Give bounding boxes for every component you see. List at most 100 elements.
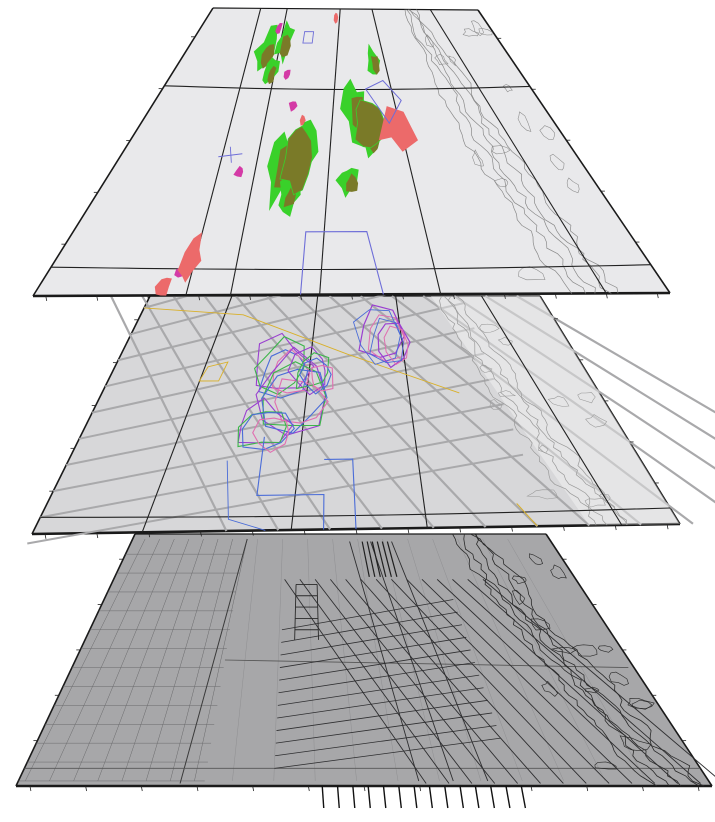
- grid-band: [141, 295, 280, 531]
- axis-tick: [511, 526, 513, 532]
- contour-loop: [608, 671, 629, 686]
- olive-feature: [354, 99, 386, 149]
- grid-line: [194, 538, 248, 782]
- axis-tick: [303, 529, 306, 535]
- contour-loop: [491, 145, 511, 155]
- field-outline: [287, 346, 326, 396]
- coastline-contour: [406, 9, 586, 294]
- traverse-line: [349, 541, 420, 782]
- hatch-mark: [381, 541, 392, 577]
- contour-loop: [566, 177, 580, 194]
- axis-tick: [252, 785, 255, 792]
- frame-right-edge: [545, 533, 713, 787]
- axis-tick: [251, 530, 254, 536]
- grid-band: [484, 295, 715, 440]
- axis-tick: [148, 532, 151, 538]
- contour-loop: [434, 53, 449, 66]
- contour-loop: [541, 680, 559, 697]
- axis-tick: [407, 528, 410, 534]
- axis-tick: [198, 295, 201, 301]
- grid-band: [266, 295, 487, 528]
- lease-outline: [364, 79, 402, 125]
- field-outline: [311, 364, 334, 392]
- axis-tick: [530, 785, 533, 792]
- grid-band: [110, 295, 228, 532]
- magenta-feature: [288, 101, 298, 112]
- magenta-feature: [275, 23, 283, 34]
- grid-band: [516, 295, 715, 414]
- contour-loop: [518, 266, 546, 281]
- survey-line: [406, 579, 610, 784]
- axis-tick: [249, 294, 251, 301]
- lease-outline: [302, 31, 315, 44]
- axis-tick: [459, 527, 462, 533]
- contour-loop: [571, 644, 598, 657]
- axis-tick: [140, 785, 143, 792]
- field-outline: [241, 412, 295, 451]
- survey-line: [482, 579, 715, 777]
- grid-line: [145, 538, 219, 782]
- grid-line: [273, 539, 283, 781]
- grid-line: [357, 539, 399, 781]
- yellow-boundary-line: [516, 503, 538, 527]
- field-outline: [295, 352, 330, 390]
- coastline-contour: [447, 295, 608, 526]
- contour-loop: [550, 564, 567, 580]
- grid-band: [297, 295, 539, 527]
- salmon-feature: [299, 114, 306, 126]
- meridian-line: [319, 8, 341, 295]
- survey-line: [280, 624, 463, 656]
- grid-band: [40, 428, 514, 519]
- contour-loop: [550, 646, 577, 655]
- axis-tick: [453, 293, 455, 300]
- axis-tick: [562, 525, 565, 531]
- axis-tick: [300, 294, 302, 300]
- survey-line: [279, 636, 467, 668]
- magenta-feature: [233, 165, 244, 178]
- lease-box: [324, 458, 357, 530]
- axis-tick: [605, 293, 608, 299]
- axis-tick: [402, 294, 404, 300]
- contour-loop: [494, 178, 509, 188]
- contour-loop: [530, 618, 551, 631]
- axis-tick: [45, 295, 48, 302]
- survey-line: [421, 579, 633, 784]
- contour-loop: [472, 149, 484, 167]
- grid-band: [422, 295, 715, 504]
- meridian-line: [290, 295, 319, 531]
- contour-loop: [526, 489, 558, 500]
- contour-loop: [497, 336, 513, 346]
- olive-feature: [370, 56, 380, 75]
- axis-tick: [96, 532, 99, 539]
- contour-loop: [479, 365, 493, 373]
- axis-tick: [656, 292, 659, 299]
- grid-line: [332, 539, 357, 781]
- frame-top-edge: [212, 7, 479, 11]
- survey-line: [284, 579, 427, 784]
- block-step-line: [316, 584, 319, 640]
- survey-line: [436, 579, 656, 784]
- axis-tick: [96, 295, 99, 301]
- survey-line-end: [382, 785, 387, 809]
- axis-tick: [44, 533, 47, 539]
- axis-tick: [697, 785, 700, 792]
- axis-tick: [200, 531, 202, 537]
- contour-loop: [584, 686, 600, 694]
- survey-line: [360, 579, 541, 784]
- block-boundary-line: [179, 538, 248, 784]
- grid-line: [49, 538, 160, 782]
- axis-tick: [614, 524, 617, 531]
- meridian-line: [229, 8, 288, 296]
- contour-loop: [547, 395, 570, 407]
- survey-line: [276, 699, 488, 731]
- coastline-contour: [452, 533, 658, 787]
- meridian-line: [395, 295, 428, 528]
- survey-line-end: [336, 785, 340, 809]
- contour-loop: [619, 735, 652, 752]
- grid-band: [359, 295, 642, 526]
- salmon-feature: [177, 232, 203, 283]
- contour-loop: [448, 55, 457, 67]
- salmon-feature: [154, 277, 172, 296]
- coastline-contour: [416, 9, 596, 294]
- parallel-line: [50, 264, 651, 271]
